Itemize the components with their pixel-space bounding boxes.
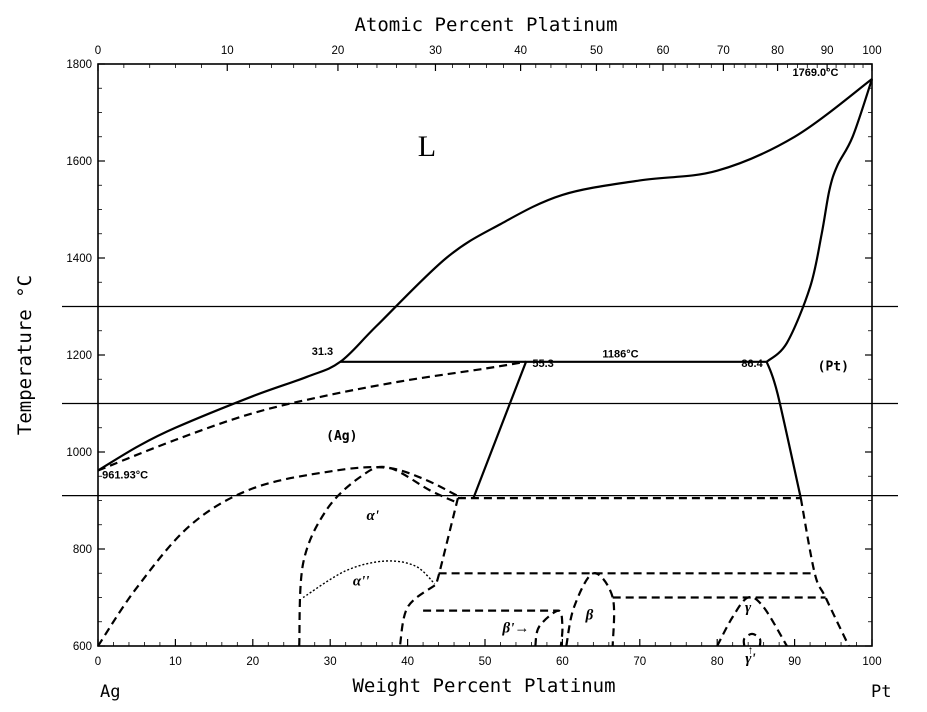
annotation-label: γ bbox=[745, 600, 752, 616]
x-tick-label: 10 bbox=[169, 656, 182, 668]
top-tick-label: 80 bbox=[771, 45, 784, 57]
top-tick-label: 20 bbox=[332, 45, 345, 57]
top-tick-label: 90 bbox=[821, 45, 834, 57]
series-ag-solvus bbox=[472, 361, 528, 499]
annotation-label: β'→ bbox=[502, 620, 530, 636]
top-tick-label: 40 bbox=[514, 45, 527, 57]
top-tick-label: 50 bbox=[590, 45, 603, 57]
annotation-label: L bbox=[418, 130, 436, 163]
x-axis-title: Weight Percent Platinum bbox=[352, 675, 615, 697]
corner-label-pt: Pt bbox=[871, 682, 891, 702]
top-tick-label: 70 bbox=[717, 45, 730, 57]
series-solidus-pt bbox=[765, 78, 874, 363]
top-tick-label: 60 bbox=[657, 45, 670, 57]
top-tick-label: 100 bbox=[862, 45, 881, 57]
plot-frame bbox=[97, 63, 873, 647]
axes-frame: 0 10 20 30 40 50 60 70 80 90 1000 10 20 30 40 50 60 70 80 9… bbox=[66, 45, 881, 668]
phase-boundaries bbox=[62, 78, 898, 647]
x-tick-label: 100 bbox=[862, 656, 881, 668]
y-tick-label: 1800 bbox=[66, 59, 92, 71]
x-tick-label: 60 bbox=[556, 656, 569, 668]
series-beta bbox=[565, 572, 616, 647]
annotation-label: α' bbox=[367, 508, 379, 524]
annotation-label: (Pt) bbox=[818, 360, 849, 375]
series-beta-prime-left bbox=[534, 609, 564, 647]
annotation-label: (Ag) bbox=[326, 429, 357, 444]
x-tick-label: 30 bbox=[324, 656, 337, 668]
x-tick-label: 50 bbox=[479, 656, 492, 668]
series-alpha-boundary bbox=[97, 466, 463, 647]
series-alpha-edge bbox=[398, 584, 436, 647]
series-pt-solvus bbox=[765, 361, 802, 499]
annotation-label: 86.4 bbox=[741, 358, 763, 370]
phase-annotations: L 1769.0°C 31.3 55.3 1186°C 86.4 (Pt) (Ag) 961.9… bbox=[102, 67, 849, 667]
series-ag-solidus bbox=[97, 360, 527, 472]
y-tick-label: 1600 bbox=[66, 156, 92, 168]
x-tick-label: 80 bbox=[711, 656, 724, 668]
series-liquidus bbox=[97, 78, 873, 472]
series-alpha-inner bbox=[298, 465, 459, 647]
annotation-label: 55.3 bbox=[532, 358, 553, 370]
series-alpha-right bbox=[433, 497, 459, 587]
annotation-label: ↑ bbox=[748, 644, 754, 656]
annotation-label: β bbox=[585, 607, 594, 623]
y-tick-label: 600 bbox=[73, 641, 92, 653]
series-two-phase-right bbox=[799, 497, 850, 647]
annotation-label: 1769.0°C bbox=[792, 67, 838, 79]
y-axis-title: Temperature °C bbox=[14, 275, 36, 435]
x-tick-label: 70 bbox=[633, 656, 646, 668]
top-tick-label: 10 bbox=[221, 45, 234, 57]
x-tick-label: 40 bbox=[401, 656, 414, 668]
annotation-label: 1186°C bbox=[602, 348, 638, 360]
top-tick-label: 30 bbox=[429, 45, 442, 57]
y-tick-label: 1400 bbox=[66, 253, 92, 265]
top-axis-title: Atomic Percent Platinum bbox=[354, 14, 617, 36]
y-tick-label: 800 bbox=[73, 544, 92, 556]
x-tick-label: 20 bbox=[246, 656, 259, 668]
y-tick-label: 1000 bbox=[66, 447, 92, 459]
top-tick-label: 0 bbox=[95, 45, 101, 57]
annotation-label: 31.3 bbox=[312, 346, 333, 358]
annotation-label: 961.93°C bbox=[102, 470, 148, 482]
y-tick-label: 1200 bbox=[66, 350, 92, 362]
x-tick-label: 0 bbox=[95, 656, 101, 668]
annotation-label: γ' bbox=[745, 651, 755, 667]
x-tick-label: 90 bbox=[788, 656, 801, 668]
series-gamma-prime bbox=[742, 632, 762, 647]
series-gamma bbox=[716, 596, 788, 647]
corner-label-ag: Ag bbox=[100, 682, 120, 702]
annotation-label: α'' bbox=[353, 573, 370, 589]
